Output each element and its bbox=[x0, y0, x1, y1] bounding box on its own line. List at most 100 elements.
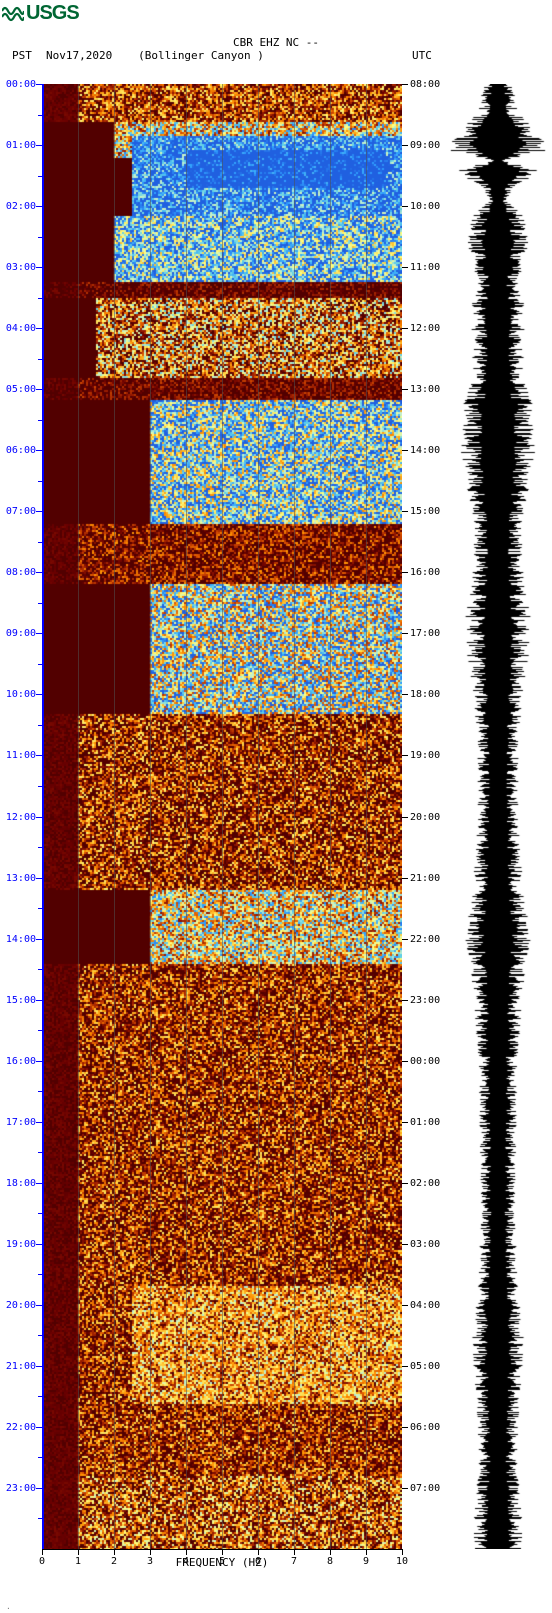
utc-tick-label: 16:00 bbox=[410, 567, 446, 578]
pst-tick bbox=[36, 145, 42, 146]
utc-tick bbox=[402, 511, 408, 512]
pst-minor-tick bbox=[38, 1274, 42, 1275]
utc-tick bbox=[402, 1366, 408, 1367]
utc-tick-label: 07:00 bbox=[410, 1483, 446, 1494]
pst-tick bbox=[36, 1366, 42, 1367]
pst-tick bbox=[36, 1061, 42, 1062]
pst-tick-label: 05:00 bbox=[0, 384, 36, 395]
pst-minor-tick bbox=[38, 1518, 42, 1519]
utc-tick-label: 08:00 bbox=[410, 79, 446, 90]
utc-tick-label: 09:00 bbox=[410, 140, 446, 151]
pst-minor-tick bbox=[38, 481, 42, 482]
utc-tick-label: 04:00 bbox=[410, 1300, 446, 1311]
utc-tick bbox=[402, 206, 408, 207]
pst-tick-label: 01:00 bbox=[0, 140, 36, 151]
utc-tick bbox=[402, 694, 408, 695]
x-tick bbox=[42, 1549, 43, 1555]
pst-minor-tick bbox=[38, 1091, 42, 1092]
x-tick bbox=[330, 1549, 331, 1555]
pst-tick-label: 03:00 bbox=[0, 262, 36, 273]
utc-tick-label: 10:00 bbox=[410, 201, 446, 212]
pst-tick-label: 22:00 bbox=[0, 1422, 36, 1433]
pst-tick bbox=[36, 1183, 42, 1184]
utc-tick-label: 01:00 bbox=[410, 1117, 446, 1128]
pst-minor-tick bbox=[38, 969, 42, 970]
pst-tick-label: 12:00 bbox=[0, 812, 36, 823]
pst-tick bbox=[36, 1244, 42, 1245]
pst-tick-label: 15:00 bbox=[0, 995, 36, 1006]
station-label: (Bollinger Canyon ) bbox=[0, 49, 402, 62]
utc-tick bbox=[402, 755, 408, 756]
utc-tick bbox=[402, 1183, 408, 1184]
gridline bbox=[114, 84, 115, 1549]
pst-minor-tick bbox=[38, 298, 42, 299]
x-tick bbox=[186, 1549, 187, 1555]
usgs-logo: USGS bbox=[2, 2, 79, 25]
x-tick bbox=[366, 1549, 367, 1555]
pst-tick-label: 10:00 bbox=[0, 689, 36, 700]
utc-tick bbox=[402, 633, 408, 634]
pst-tick-label: 19:00 bbox=[0, 1239, 36, 1250]
utc-tick bbox=[402, 84, 408, 85]
pst-tick-label: 04:00 bbox=[0, 323, 36, 334]
pst-minor-tick bbox=[38, 786, 42, 787]
utc-tick bbox=[402, 145, 408, 146]
pst-tick bbox=[36, 817, 42, 818]
pst-tick bbox=[36, 84, 42, 85]
pst-minor-tick bbox=[38, 542, 42, 543]
gridline bbox=[150, 84, 151, 1549]
utc-tick-label: 02:00 bbox=[410, 1178, 446, 1189]
spectrogram-plot: 01234567891000:0001:0002:0003:0004:0005:… bbox=[42, 84, 402, 1549]
pst-minor-tick bbox=[38, 1396, 42, 1397]
pst-tick bbox=[36, 694, 42, 695]
pst-tick bbox=[36, 206, 42, 207]
utc-tick bbox=[402, 878, 408, 879]
utc-tick bbox=[402, 1427, 408, 1428]
x-tick bbox=[78, 1549, 79, 1555]
pst-tick bbox=[36, 450, 42, 451]
utc-tick-label: 13:00 bbox=[410, 384, 446, 395]
gridline bbox=[78, 84, 79, 1549]
pst-minor-tick bbox=[38, 1457, 42, 1458]
pst-tick-label: 23:00 bbox=[0, 1483, 36, 1494]
pst-tick bbox=[36, 572, 42, 573]
pst-minor-tick bbox=[38, 115, 42, 116]
pst-tick-label: 16:00 bbox=[0, 1056, 36, 1067]
chart-header: CBR EHZ NC -- bbox=[0, 36, 552, 49]
utc-tick bbox=[402, 267, 408, 268]
pst-tick bbox=[36, 1488, 42, 1489]
pst-minor-tick bbox=[38, 725, 42, 726]
pst-tick-label: 13:00 bbox=[0, 873, 36, 884]
pst-minor-tick bbox=[38, 420, 42, 421]
utc-tick bbox=[402, 817, 408, 818]
pst-tick-label: 02:00 bbox=[0, 201, 36, 212]
x-axis-label: FREQUENCY (HZ) bbox=[42, 1556, 402, 1569]
pst-tick-label: 14:00 bbox=[0, 934, 36, 945]
pst-tick bbox=[36, 389, 42, 390]
utc-tick-label: 11:00 bbox=[410, 262, 446, 273]
pst-tick bbox=[36, 939, 42, 940]
footnote-mark: . bbox=[6, 1602, 11, 1611]
utc-tick bbox=[402, 389, 408, 390]
pst-tick bbox=[36, 267, 42, 268]
pst-tick bbox=[36, 1122, 42, 1123]
utc-tick bbox=[402, 1305, 408, 1306]
gridline bbox=[186, 84, 187, 1549]
pst-minor-tick bbox=[38, 1213, 42, 1214]
utc-tick-label: 15:00 bbox=[410, 506, 446, 517]
pst-tick-label: 08:00 bbox=[0, 567, 36, 578]
pst-tick-label: 21:00 bbox=[0, 1361, 36, 1372]
utc-tick-label: 23:00 bbox=[410, 995, 446, 1006]
pst-tick-label: 20:00 bbox=[0, 1300, 36, 1311]
utc-tick bbox=[402, 939, 408, 940]
logo-text: USGS bbox=[26, 2, 79, 24]
x-tick bbox=[222, 1549, 223, 1555]
pst-minor-tick bbox=[38, 847, 42, 848]
waveform-panel bbox=[450, 84, 546, 1549]
x-tick bbox=[402, 1549, 403, 1555]
pst-minor-tick bbox=[38, 1152, 42, 1153]
pst-tick-label: 07:00 bbox=[0, 506, 36, 517]
pst-tick bbox=[36, 328, 42, 329]
utc-tick bbox=[402, 1000, 408, 1001]
pst-minor-tick bbox=[38, 1030, 42, 1031]
